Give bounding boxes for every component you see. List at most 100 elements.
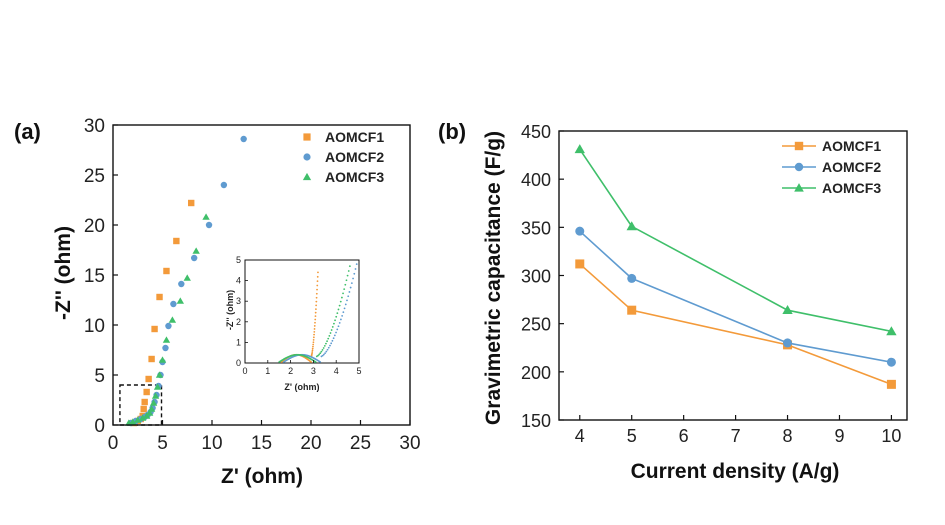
point-aomcf2	[178, 280, 185, 288]
point-aomcf2	[220, 181, 228, 189]
point-aomcf1	[173, 237, 180, 245]
inset-point-aomcf3	[341, 296, 343, 299]
x-tick-label: 4	[575, 426, 585, 446]
point-aomcf3	[158, 356, 167, 363]
inset-point-aomcf1	[317, 271, 319, 274]
zoom-rectangle	[119, 384, 163, 426]
point-aomcf3	[782, 305, 793, 315]
inset-point-aomcf1	[311, 352, 313, 355]
inset-point-aomcf3	[322, 347, 325, 349]
inset-point-aomcf1	[316, 280, 319, 283]
inset-point-aomcf3	[331, 326, 334, 328]
inset-point-aomcf1	[313, 330, 316, 333]
y-tick-label: 150	[521, 411, 551, 431]
inset-point-aomcf3	[319, 352, 322, 355]
inset-point-aomcf3	[314, 361, 317, 363]
x-tick-label: 6	[679, 426, 689, 446]
x-tick-label: 30	[399, 433, 420, 454]
inset-point-aomcf2	[353, 272, 356, 275]
inset-point-aomcf2	[335, 331, 337, 334]
x-tick-label: 5	[157, 433, 168, 454]
inset-point-aomcf2	[349, 286, 352, 289]
inset-point-aomcf3	[323, 344, 326, 347]
inset-point-aomcf1	[314, 311, 317, 314]
point-aomcf1	[148, 355, 155, 363]
legend-marker-aomcf1	[303, 133, 311, 141]
inset-point-aomcf1	[315, 304, 318, 307]
inset-point-aomcf2	[355, 263, 358, 266]
inset-point-aomcf3	[329, 332, 332, 334]
panel-label-b: (b)	[438, 119, 466, 144]
inset-point-aomcf2	[327, 346, 330, 349]
point-aomcf3	[145, 409, 154, 416]
point-aomcf2	[162, 344, 169, 352]
zoom-region-box	[119, 384, 163, 426]
inset-point-aomcf3	[336, 312, 339, 315]
x-tick-label: 5	[627, 426, 637, 446]
point-aomcf3	[202, 213, 210, 220]
point-aomcf2	[240, 135, 247, 143]
point-aomcf3	[626, 221, 637, 231]
inset-point-aomcf2	[325, 350, 328, 353]
legend-label-aomcf1: AOMCF1	[822, 138, 881, 154]
inset-point-aomcf1	[312, 343, 315, 346]
x-axis-label-b: Current density (A/g)	[631, 460, 840, 483]
inset-point-aomcf2	[322, 353, 325, 356]
legend-label-aomcf2: AOMCF2	[325, 149, 384, 165]
point-aomcf3	[149, 399, 158, 406]
inset-point-aomcf3	[328, 334, 331, 337]
inset-point-aomcf3	[346, 274, 349, 277]
inset-point-aomcf1	[315, 308, 317, 310]
y-tick-label: 20	[84, 216, 105, 237]
point-aomcf3	[574, 144, 585, 154]
inset-point-aomcf3	[334, 319, 336, 322]
inset-y-tick-label: 5	[236, 255, 241, 265]
axes-b: 4 5 6 7 8 9 10 150 200 250 300 350 400 450	[521, 122, 908, 446]
inset-point-aomcf2	[344, 303, 347, 306]
inset-plot: 0 1 2 3 4 5 0 1 2 3 4 5	[236, 255, 362, 376]
point-aomcf3	[153, 383, 162, 390]
y-tick-label: 15	[84, 266, 105, 287]
inset-point-aomcf2	[354, 268, 357, 270]
y-tick-label: 250	[521, 315, 551, 335]
inset-point-aomcf2	[338, 322, 341, 324]
point-aomcf1	[140, 405, 147, 413]
legend-marker-aomcf2	[794, 162, 804, 172]
inset-point-aomcf1	[312, 338, 315, 341]
inset-y-tick-label: 2	[236, 317, 241, 327]
inset-point-aomcf2	[352, 277, 354, 280]
inset-point-aomcf2	[332, 337, 335, 340]
point-aomcf1	[151, 325, 158, 333]
inset-point-aomcf1	[311, 351, 314, 353]
inset-point-aomcf3	[339, 300, 342, 303]
series-line-aomcf3	[579, 148, 892, 333]
inset-point-aomcf2	[329, 344, 331, 347]
inset-point-aomcf2	[346, 299, 348, 302]
x-tick-label: 10	[201, 433, 222, 454]
point-aomcf1	[156, 293, 163, 301]
y-tick-label: 400	[521, 170, 551, 190]
x-tick-label: 20	[300, 433, 321, 454]
inset-point-aomcf1	[314, 315, 317, 318]
inset-point-aomcf2	[340, 318, 342, 321]
inset-point-aomcf1	[316, 288, 318, 291]
inset-point-aomcf3	[343, 288, 346, 291]
inset-point-aomcf2	[326, 348, 329, 351]
inset-point-aomcf3	[321, 349, 324, 351]
legend-label-aomcf3: AOMCF3	[325, 169, 384, 185]
x-tick-label: 7	[731, 426, 741, 446]
inset-point-aomcf2	[350, 282, 353, 284]
x-tick-label: 25	[350, 433, 371, 454]
panel-label-a: (a)	[14, 119, 41, 144]
inset-point-aomcf3	[344, 283, 347, 286]
point-aomcf3	[168, 316, 177, 323]
inset-point-aomcf3	[337, 308, 340, 311]
inset-point-aomcf3	[318, 353, 320, 356]
point-aomcf1	[188, 199, 195, 207]
legend-marker-aomcf3	[302, 172, 312, 181]
y-tick-label: 30	[84, 116, 105, 137]
point-aomcf1	[145, 375, 152, 383]
inset-point-aomcf1	[312, 345, 314, 348]
